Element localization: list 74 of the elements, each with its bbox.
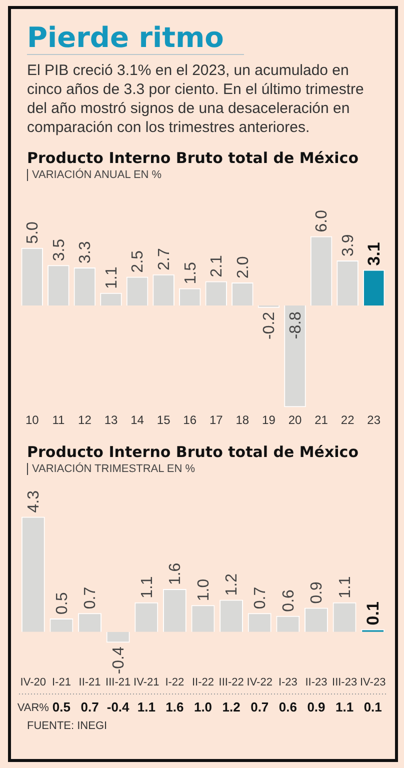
- data-label: 3.9: [340, 234, 357, 257]
- text: Pierde ritmo: [27, 21, 244, 55]
- data-label: 1.6: [167, 562, 184, 586]
- text: 1.1: [137, 700, 156, 715]
- chart-subtitle: VARIACIÓN TRIMESTRAL EN %: [27, 463, 395, 475]
- x-tick-label: I-21: [52, 676, 71, 688]
- chart-title: Producto Interno Bruto total de México: [27, 443, 360, 461]
- x-tick-label: III-23: [332, 676, 358, 688]
- data-label: -0.4: [110, 646, 128, 674]
- x-tick-label: III-21: [106, 676, 131, 688]
- data-label: 0.7: [82, 586, 100, 610]
- data-label: 6.0: [314, 210, 331, 232]
- x-tick-label: 14: [130, 413, 144, 428]
- x-tick-label: 12: [78, 413, 92, 428]
- text: 1.6: [166, 700, 184, 715]
- text: 0.7: [80, 700, 99, 715]
- text: 1.2: [222, 700, 240, 715]
- data-label: 5.0: [24, 221, 42, 244]
- text: -0.4: [106, 700, 130, 715]
- data-label: 1.2: [224, 573, 241, 596]
- text: 0.1: [364, 700, 382, 715]
- data-label: 1.1: [138, 576, 156, 598]
- source-note: FUENTE: INEGI: [27, 720, 108, 732]
- data-label: 2.7: [156, 248, 173, 270]
- x-tick-label: 17: [209, 413, 224, 428]
- x-tick-label: IV-20: [20, 676, 46, 688]
- data-label: -0.2: [261, 312, 278, 340]
- data-label: 0.9: [308, 581, 326, 604]
- x-tick-label: IV-22: [246, 676, 272, 688]
- x-tick-label: 15: [156, 413, 171, 428]
- x-tick-label: 11: [52, 413, 65, 428]
- data-label: 1.0: [195, 578, 212, 602]
- data-label: 4.3: [26, 490, 43, 513]
- x-tick-label: 19: [262, 413, 276, 428]
- x-tick-label: III-22: [218, 676, 244, 688]
- x-tick-label: II-23: [305, 676, 328, 688]
- chart-title: Producto Interno Bruto total de México: [27, 149, 360, 167]
- data-label: 0.1: [364, 602, 383, 626]
- x-tick-label: 23: [367, 413, 381, 428]
- data-label: 3.3: [77, 241, 94, 264]
- text: 0.6: [278, 700, 297, 715]
- x-tick-label: 21: [314, 413, 328, 428]
- chart-subtitle: VARIACIÓN ANUAL EN %: [27, 169, 395, 181]
- data-label: 1.1: [336, 576, 354, 598]
- x-tick-label: 16: [183, 413, 197, 428]
- text: 0.5: [52, 700, 70, 715]
- data-label: 2.1: [208, 254, 226, 278]
- data-label: 0.6: [280, 589, 298, 612]
- data-label: -8.8: [287, 311, 304, 340]
- data-label: 2.5: [130, 250, 147, 273]
- data-label: 0.5: [54, 592, 71, 614]
- data-label: 1.1: [103, 266, 120, 289]
- text: El PIB creció 3.1% en el 2023, un acumulado en cinco años de 3.3 por ciento. En el último trimestre del año mostró signos de una desaceleración en comparación con los trimestres anteriores.: [27, 61, 365, 137]
- x-tick-label: 10: [25, 413, 40, 428]
- text: 0.7: [250, 700, 269, 715]
- data-label: 0.7: [252, 586, 270, 610]
- x-tick-label: 18: [236, 413, 250, 428]
- x-tick-label: 13: [104, 413, 118, 428]
- text: 1.1: [336, 700, 354, 715]
- x-tick-label: 22: [340, 413, 355, 428]
- x-tick-label: 20: [288, 413, 302, 428]
- data-label: 3.5: [50, 238, 68, 262]
- text: 1.0: [194, 700, 212, 715]
- data-label: 2.0: [234, 256, 252, 278]
- x-tick-label: I-23: [278, 676, 298, 688]
- x-tick-label: IV-21: [134, 676, 160, 688]
- x-tick-label: II-22: [192, 676, 214, 688]
- data-label: 1.5: [182, 262, 200, 284]
- data-label: 3.1: [364, 242, 384, 266]
- text: VAR%: [17, 702, 50, 714]
- x-tick-label: IV-23: [360, 676, 386, 688]
- x-tick-label: I-22: [165, 676, 184, 688]
- text: 0.9: [307, 700, 326, 715]
- x-tick-label: II-21: [78, 676, 101, 688]
